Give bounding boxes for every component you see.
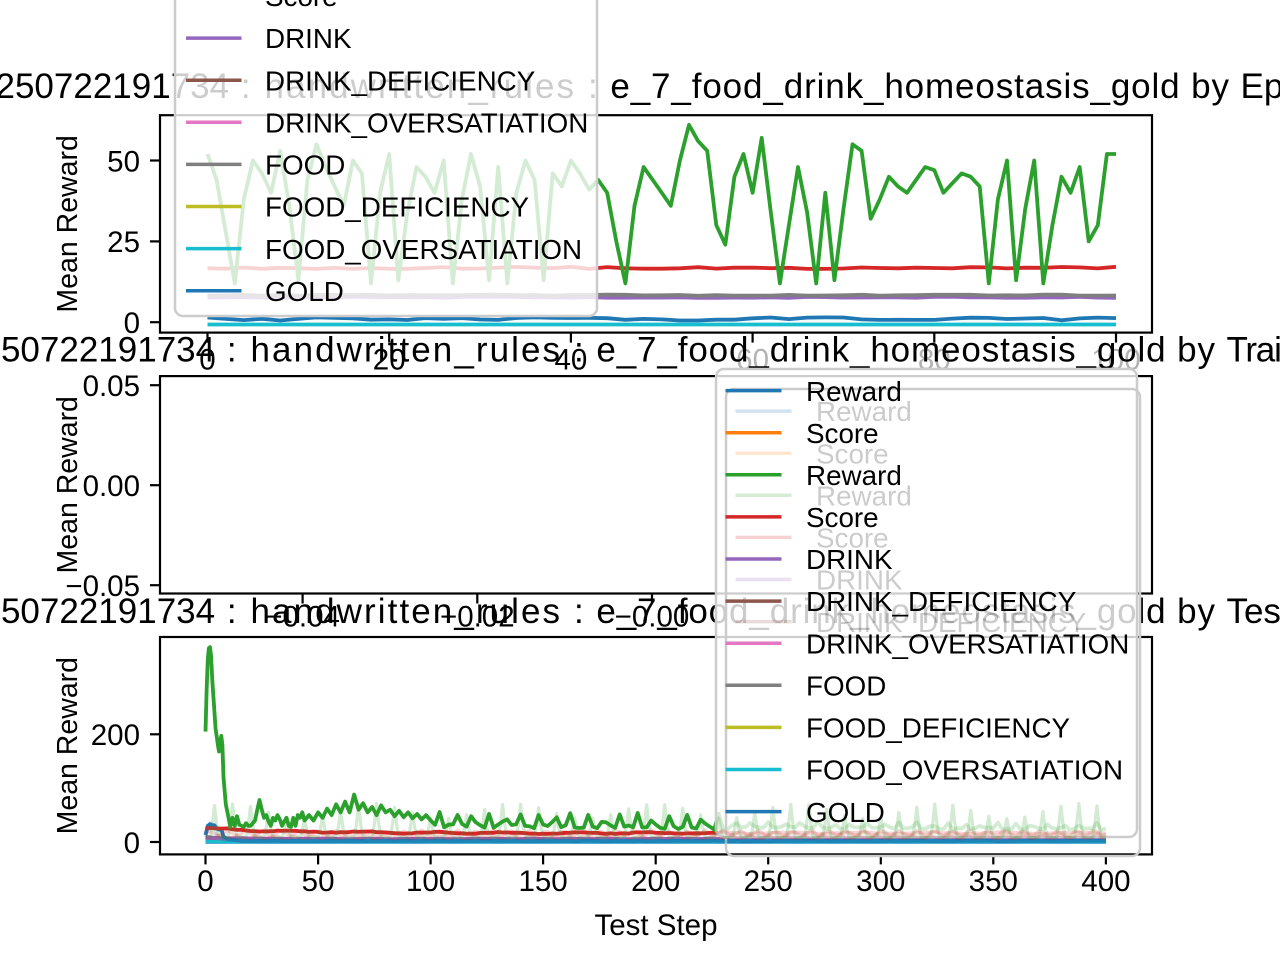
svg-text:Mean Reward: Mean Reward: [52, 135, 84, 312]
svg-text:GOLD: GOLD: [806, 797, 885, 828]
svg-text:200: 200: [631, 865, 680, 898]
svg-text:100: 100: [406, 865, 455, 898]
svg-text:DRINK: DRINK: [816, 565, 903, 596]
svg-text:FOOD_OVERSATIATION: FOOD_OVERSATIATION: [265, 234, 582, 265]
svg-text:FOOD_DEFICIENCY: FOOD_DEFICIENCY: [265, 192, 529, 223]
svg-text:400: 400: [1081, 865, 1130, 898]
svg-text:FOOD: FOOD: [806, 670, 886, 701]
svg-text:DRINK_OVERSATIATION: DRINK_OVERSATIATION: [806, 628, 1129, 659]
svg-text:DRINK_DEFICIENCY: DRINK_DEFICIENCY: [816, 607, 1086, 638]
svg-text:GOLD: GOLD: [265, 276, 344, 307]
svg-text:Score: Score: [265, 0, 338, 12]
svg-text:FOOD: FOOD: [265, 150, 345, 181]
svg-text:FOOD_OVERSATIATION: FOOD_OVERSATIATION: [806, 755, 1123, 786]
svg-text:DRINK_OVERSATIATION: DRINK_OVERSATIATION: [265, 108, 588, 139]
svg-text:50: 50: [302, 865, 335, 898]
svg-text:FOOD_DEFICIENCY: FOOD_DEFICIENCY: [806, 713, 1070, 744]
svg-text:Reward: Reward: [816, 396, 912, 427]
svg-text:0.05: 0.05: [83, 370, 140, 403]
svg-text:−0.04: −0.04: [265, 600, 340, 633]
svg-text:Mean Reward: Mean Reward: [52, 657, 84, 834]
svg-text:Reward: Reward: [806, 376, 902, 407]
svg-text:Test Step: Test Step: [595, 909, 718, 942]
svg-text:250722191734 : handwritten_rul: 250722191734 : handwritten_rules : e_7_f…: [0, 331, 1280, 370]
svg-text:300: 300: [856, 865, 905, 898]
svg-text:Score: Score: [816, 523, 889, 554]
svg-text:Score: Score: [816, 438, 889, 469]
svg-text:Score: Score: [806, 418, 879, 449]
svg-text:20: 20: [373, 344, 406, 377]
svg-text:−0.00: −0.00: [615, 600, 690, 633]
svg-text:DRINK_DEFICIENCY: DRINK_DEFICIENCY: [265, 65, 535, 96]
svg-text:Score: Score: [806, 502, 879, 533]
svg-text:DRINK: DRINK: [806, 544, 893, 575]
svg-text:350: 350: [969, 865, 1018, 898]
svg-text:0: 0: [197, 865, 213, 898]
svg-text:Reward: Reward: [816, 480, 912, 511]
svg-text:150: 150: [518, 865, 567, 898]
svg-text:0: 0: [199, 344, 215, 377]
svg-text:25: 25: [107, 226, 140, 259]
svg-text:−0.05: −0.05: [65, 570, 140, 603]
svg-text:DRINK: DRINK: [265, 23, 352, 54]
svg-text:250: 250: [744, 865, 793, 898]
svg-text:50: 50: [107, 145, 140, 178]
svg-text:Mean Reward: Mean Reward: [52, 396, 84, 573]
svg-text:0: 0: [124, 827, 140, 860]
svg-text:DRINK_DEFICIENCY: DRINK_DEFICIENCY: [806, 586, 1076, 617]
svg-text:40: 40: [554, 344, 587, 377]
svg-text:0.00: 0.00: [83, 470, 140, 503]
svg-text:−0.02: −0.02: [440, 600, 515, 633]
svg-text:Reward: Reward: [806, 460, 902, 491]
svg-text:0: 0: [124, 307, 140, 340]
svg-text:200: 200: [91, 719, 140, 752]
